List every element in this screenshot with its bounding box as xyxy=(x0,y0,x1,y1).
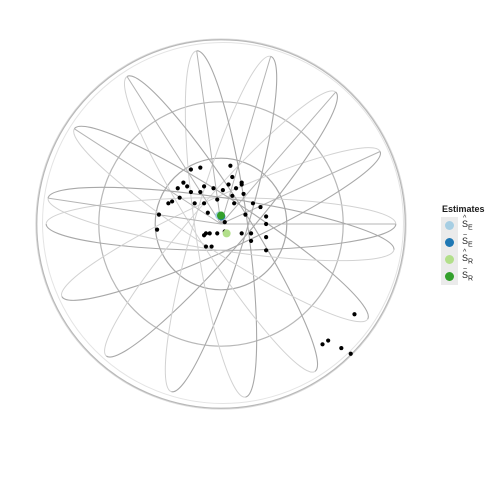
legend-item: ^ SR xyxy=(441,251,501,268)
data-point xyxy=(249,239,253,243)
data-point xyxy=(258,205,262,209)
data-point xyxy=(208,231,212,235)
meridian-front xyxy=(48,172,398,250)
legend-key xyxy=(441,234,458,251)
data-point xyxy=(189,190,193,194)
data-point xyxy=(185,184,189,188)
data-point xyxy=(234,186,238,190)
data-point xyxy=(349,352,353,356)
data-point xyxy=(320,342,324,346)
legend-item: ^ SE xyxy=(441,217,501,234)
legend-label: ~ SE xyxy=(462,237,473,249)
data-point xyxy=(157,213,161,217)
estimate-point xyxy=(223,229,231,237)
data-point xyxy=(210,244,214,248)
meridian-front xyxy=(171,56,296,399)
data-point xyxy=(251,201,255,205)
legend-accent: ^ xyxy=(463,249,466,256)
legend-sub: E xyxy=(468,241,473,248)
data-point xyxy=(204,244,208,248)
data-point xyxy=(202,201,206,205)
legend-accent: ^ xyxy=(463,215,466,222)
data-point xyxy=(198,190,202,194)
legend-label: ^ SR xyxy=(462,254,473,266)
data-point xyxy=(264,222,268,226)
data-point xyxy=(352,312,356,316)
data-point xyxy=(211,186,215,190)
legend-accent: ~ xyxy=(463,266,467,273)
legend-key xyxy=(441,251,458,268)
data-point xyxy=(228,164,232,168)
legend-items: ^ SE ~ SE ^ SR ~ SR xyxy=(441,217,501,285)
legend-label: ~ SR xyxy=(462,271,473,283)
data-point xyxy=(226,182,230,186)
legend-item: ~ SE xyxy=(441,234,501,251)
data-point xyxy=(339,346,343,350)
data-point xyxy=(189,167,193,171)
legend-accent: ~ xyxy=(463,232,467,239)
legend-swatch xyxy=(445,272,454,281)
data-point xyxy=(181,181,185,185)
data-point xyxy=(326,338,330,342)
data-point xyxy=(223,220,227,224)
data-point xyxy=(232,201,236,205)
legend-sub: R xyxy=(468,275,473,282)
legend-key xyxy=(441,217,458,234)
data-point xyxy=(178,196,182,200)
data-point xyxy=(249,231,253,235)
data-point xyxy=(176,186,180,190)
legend-sub: E xyxy=(468,224,473,231)
data-point xyxy=(240,182,244,186)
data-point xyxy=(264,248,268,252)
legend-label: ^ SE xyxy=(462,220,473,232)
data-point xyxy=(241,192,245,196)
data-point xyxy=(215,197,219,201)
data-point xyxy=(264,235,268,239)
data-point xyxy=(155,228,159,232)
meridian-back xyxy=(51,128,380,297)
data-point xyxy=(206,211,210,215)
legend-sub: R xyxy=(468,258,473,265)
data-point xyxy=(240,231,244,235)
legend-key xyxy=(441,268,458,285)
data-point xyxy=(221,188,225,192)
data-point xyxy=(202,184,206,188)
legend-swatch xyxy=(445,238,454,247)
legend-title: Estimates xyxy=(442,204,501,214)
data-point xyxy=(166,201,170,205)
data-point xyxy=(193,201,197,205)
meridian-back xyxy=(171,51,246,401)
data-point xyxy=(204,231,208,235)
legend-swatch xyxy=(445,255,454,264)
legend-item: ~ SR xyxy=(441,268,501,285)
legend: Estimates ^ SE ~ SE ^ SR ~ SR xyxy=(441,204,501,285)
data-point xyxy=(243,213,247,217)
legend-swatch xyxy=(445,221,454,230)
estimate-point xyxy=(217,212,225,220)
data-point xyxy=(170,199,174,203)
meridian-spoke xyxy=(74,129,221,224)
data-point xyxy=(230,194,234,198)
meridian-back xyxy=(146,49,271,392)
data-point xyxy=(198,166,202,170)
data-point xyxy=(215,231,219,235)
data-point xyxy=(264,214,268,218)
data-point xyxy=(230,175,234,179)
